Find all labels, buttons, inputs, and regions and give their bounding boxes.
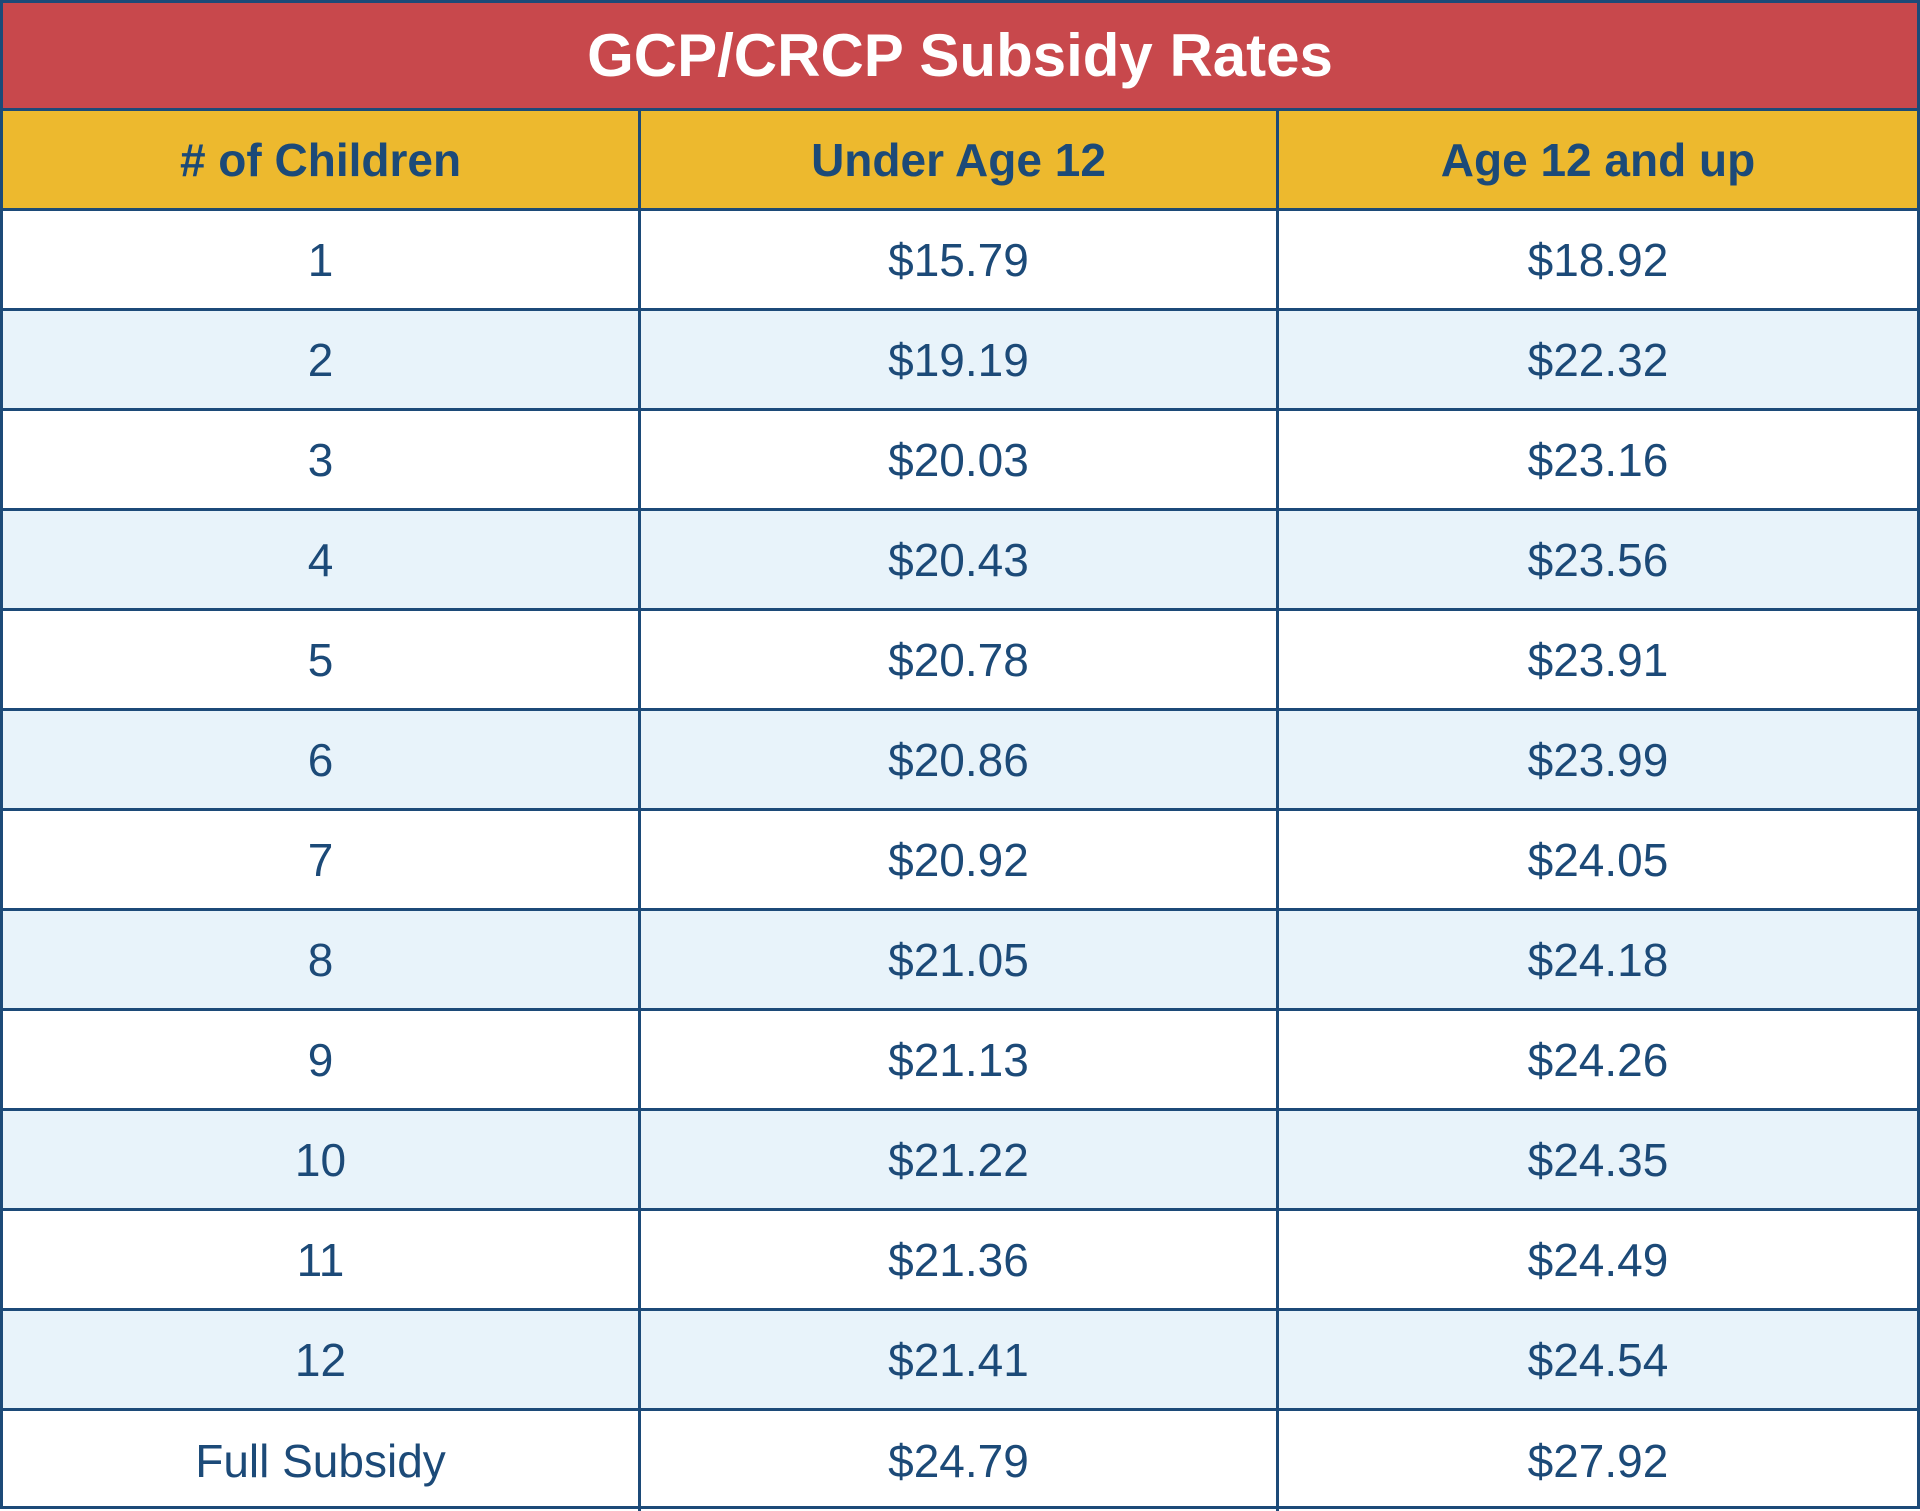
table-cell-12-and-up: $24.54 xyxy=(1279,1311,1917,1411)
table-cell-12-and-up: $24.05 xyxy=(1279,811,1917,911)
table-cell-12-and-up: $23.91 xyxy=(1279,611,1917,711)
table-cell-under-12: $20.86 xyxy=(641,711,1279,811)
table-cell-children: 7 xyxy=(3,811,641,911)
table-cell-children: 12 xyxy=(3,1311,641,1411)
table-cell-under-12: $21.22 xyxy=(641,1111,1279,1211)
table-cell-12-and-up: $22.32 xyxy=(1279,311,1917,411)
table-cell-children: 8 xyxy=(3,911,641,1011)
table-cell-12-and-up: $27.92 xyxy=(1527,1435,1669,1487)
table-cell-12-and-up: $23.99 xyxy=(1279,711,1917,811)
table-cell-under-12: $21.36 xyxy=(641,1211,1279,1311)
table-cell-children: 1 xyxy=(3,211,641,311)
table-cell-children: 6 xyxy=(3,711,641,811)
table-cell-children: 11 xyxy=(3,1211,641,1311)
table-cell-12-and-up: $24.35 xyxy=(1279,1111,1917,1211)
column-header-12-and-up: Age 12 and up xyxy=(1279,111,1917,211)
column-header-children: # of Children xyxy=(3,111,641,211)
table-cell-children: 9 xyxy=(3,1011,641,1111)
table-cell-under-12: $24.79 xyxy=(641,1411,1279,1511)
table-cell-under-12: $20.78 xyxy=(641,611,1279,711)
table-cell-12-and-up: $18.92 xyxy=(1279,211,1917,311)
table-cell-children: 5 xyxy=(3,611,641,711)
table-cell-under-12: $21.05 xyxy=(641,911,1279,1011)
table-cell-under-12: $21.41 xyxy=(641,1311,1279,1411)
table-cell-12-and-up: $24.18 xyxy=(1279,911,1917,1011)
table-cell-children: 4 xyxy=(3,511,641,611)
column-header-under-12: Under Age 12 xyxy=(641,111,1279,211)
table-cell-children: 3 xyxy=(3,411,641,511)
table-cell-under-12: $20.43 xyxy=(641,511,1279,611)
table-cell-12-and-up: $24.49 xyxy=(1279,1211,1917,1311)
table-cell-under-12: $15.79 xyxy=(641,211,1279,311)
table-cell-children: Full Subsidy xyxy=(3,1411,641,1511)
table-cell-12-and-up: $23.56 xyxy=(1279,511,1917,611)
table-cell-12-and-up: $23.16 xyxy=(1279,411,1917,511)
table-cell-12-and-up: $24.26 xyxy=(1279,1011,1917,1111)
table-title: GCP/CRCP Subsidy Rates xyxy=(3,3,1917,111)
table-cell-under-12: $19.19 xyxy=(641,311,1279,411)
table-cell-under-12: $20.03 xyxy=(641,411,1279,511)
table-cell-under-12: $21.13 xyxy=(641,1011,1279,1111)
table-cell-children: 2 xyxy=(3,311,641,411)
table-grid: # of Children Under Age 12 Age 12 and up… xyxy=(3,111,1917,1511)
table-cell-children: 10 xyxy=(3,1111,641,1211)
table-cell-under-12: $20.92 xyxy=(641,811,1279,911)
